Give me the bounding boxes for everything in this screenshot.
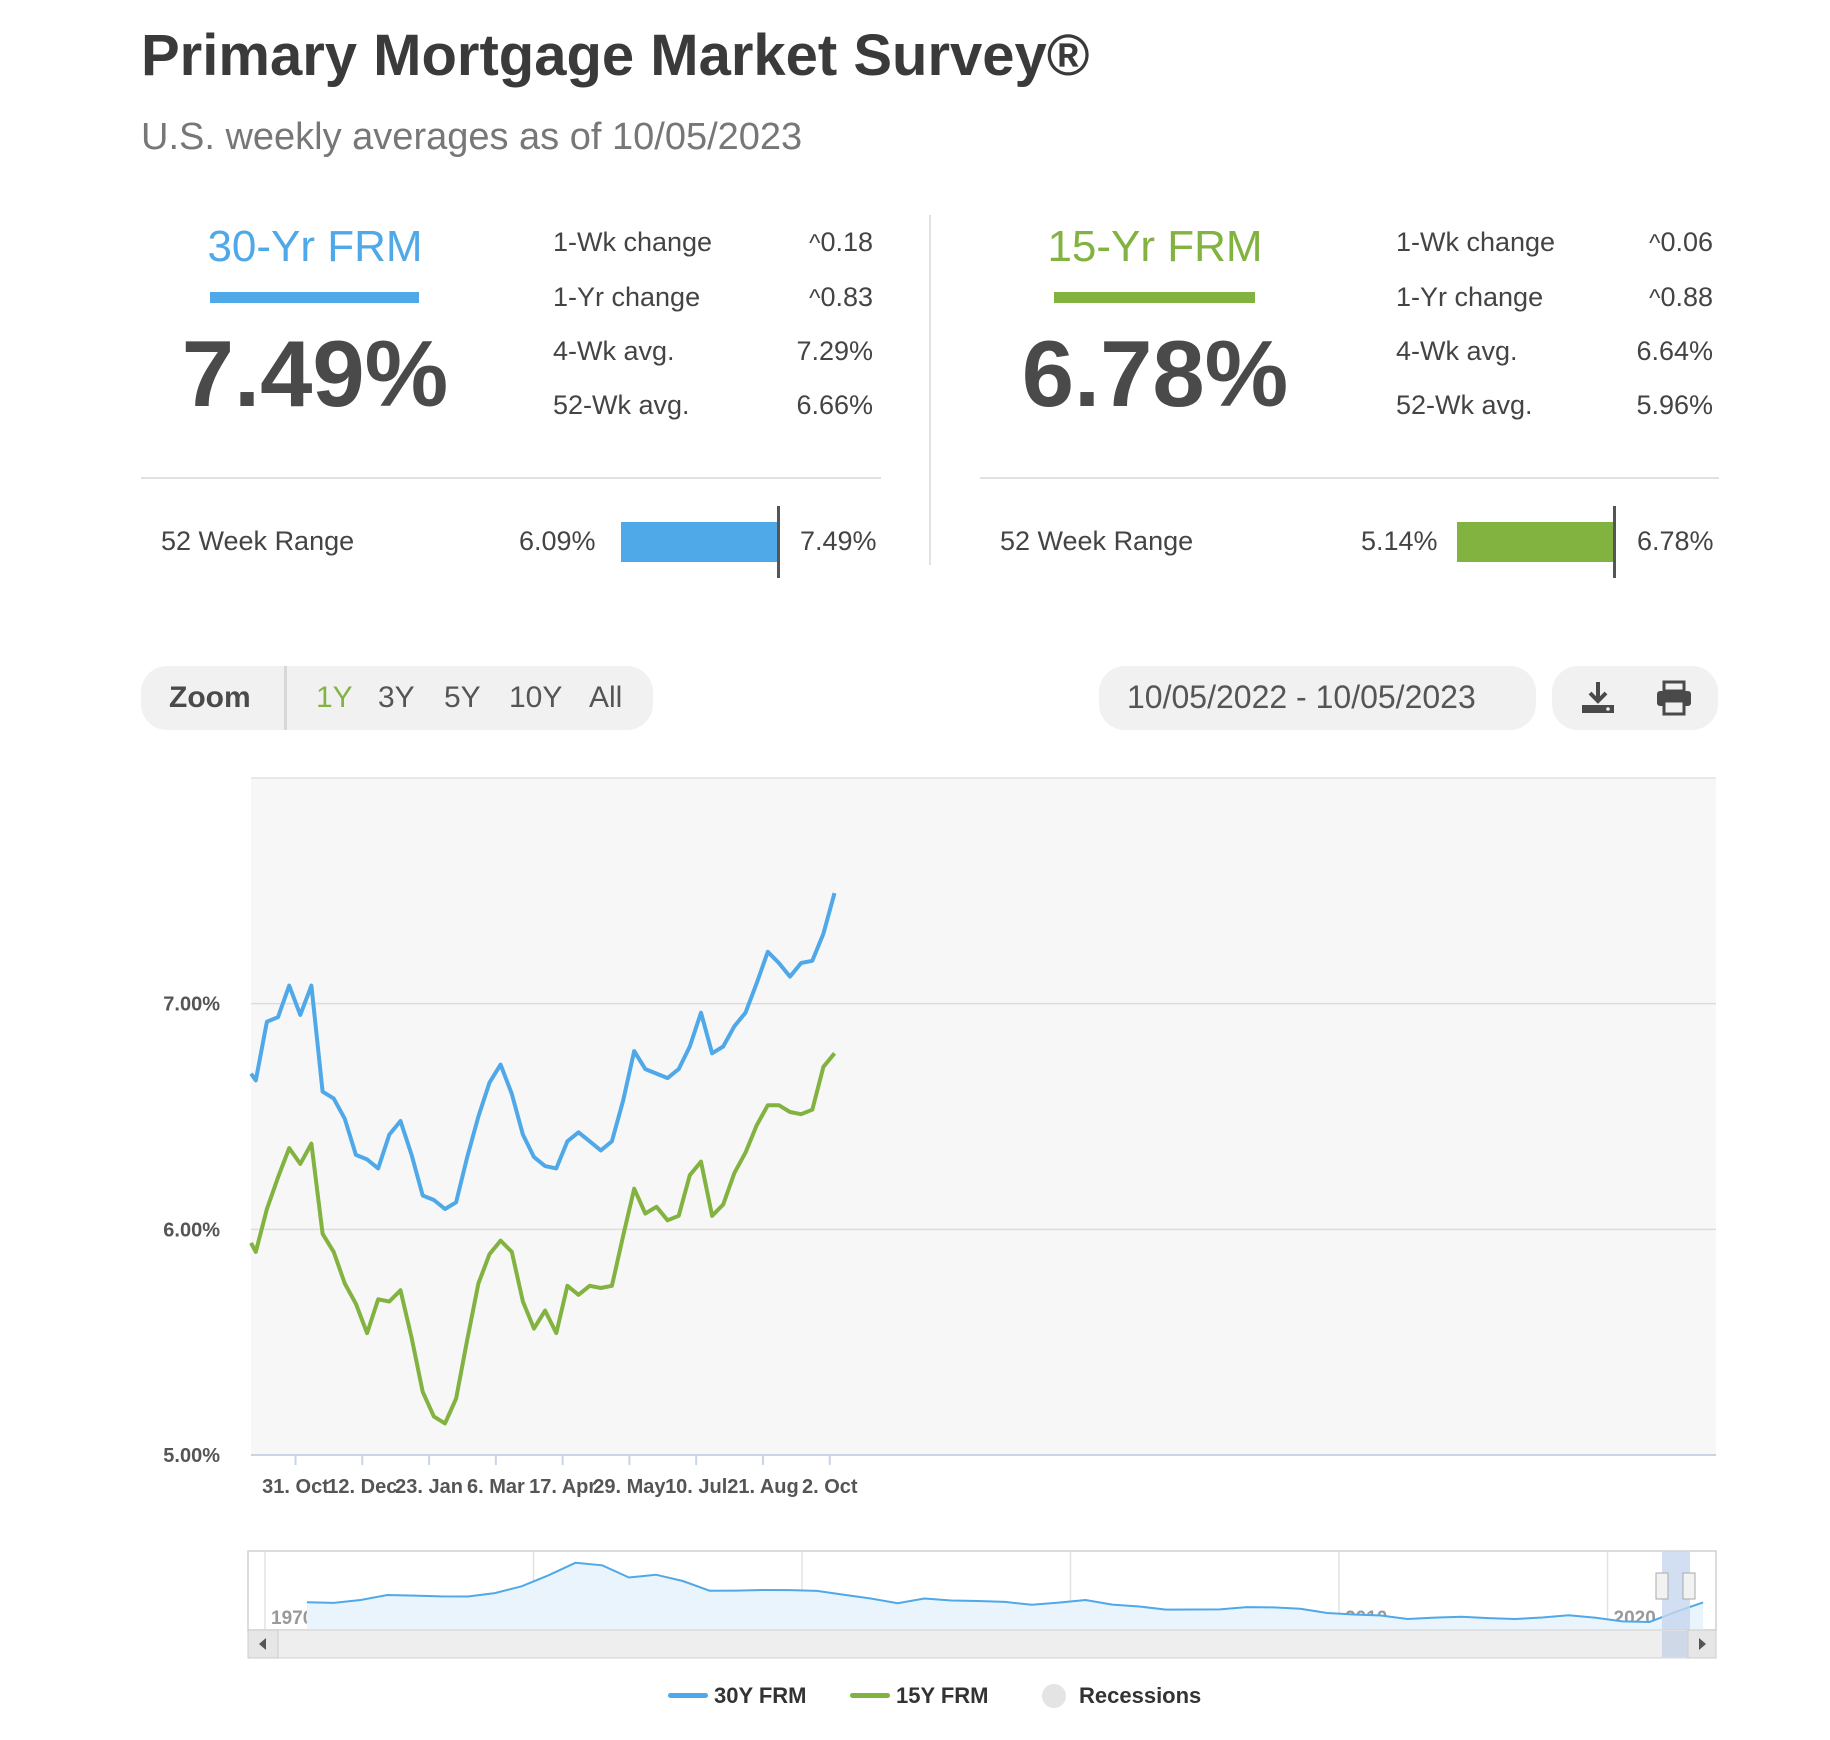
range-label: 52 Week Range bbox=[1000, 526, 1194, 556]
x-tick-label: 2. Oct bbox=[802, 1476, 858, 1498]
plot-background bbox=[251, 778, 1716, 1455]
stat-value: 6.64% bbox=[1636, 336, 1713, 366]
navigator-year-label: 1970 bbox=[271, 1608, 313, 1629]
range-high: 7.49% bbox=[800, 526, 877, 556]
x-tick-label: 17. Apr bbox=[529, 1476, 596, 1498]
range-marker bbox=[1613, 506, 1616, 578]
product-label-15yr[interactable]: 15-Yr FRM bbox=[1047, 222, 1263, 271]
legend-15y-swatch bbox=[850, 1693, 890, 1698]
range-low: 6.09% bbox=[519, 526, 596, 556]
rate-15yr: 6.78% bbox=[1021, 321, 1289, 426]
zoom-5y-button[interactable]: 5Y bbox=[444, 681, 481, 714]
navigator-handle-left bbox=[1655, 1572, 1669, 1600]
stat-value: 7.29% bbox=[796, 336, 873, 366]
x-tick-label: 29. May bbox=[593, 1476, 666, 1498]
scroll-right-button bbox=[1687, 1629, 1717, 1659]
range-label: 52 Week Range bbox=[161, 526, 355, 556]
scrollbar-thumb bbox=[1662, 1631, 1688, 1657]
x-tick-label: 10. Jul bbox=[665, 1476, 727, 1498]
page-subtitle: U.S. weekly averages as of 10/05/2023 bbox=[141, 116, 803, 158]
panel-divider bbox=[929, 215, 931, 565]
series-line-30y bbox=[249, 892, 837, 1211]
stat-value: ^0.18 bbox=[809, 227, 873, 257]
scroll-left-icon bbox=[259, 1638, 266, 1650]
product-underline-15yr bbox=[1054, 292, 1255, 303]
divider bbox=[141, 477, 881, 479]
y-tick-label: 5.00% bbox=[163, 1445, 220, 1467]
x-tick-label: 23. Jan bbox=[395, 1476, 463, 1498]
page-title: Primary Mortgage Market Survey® bbox=[141, 23, 1090, 88]
stat-value: ^0.88 bbox=[1649, 282, 1713, 312]
stat-label: 4-Wk avg. bbox=[1396, 336, 1518, 366]
divider bbox=[980, 477, 1719, 479]
stat-label: 1-Wk change bbox=[553, 227, 713, 257]
y-tick-label: 7.00% bbox=[163, 994, 220, 1016]
date-range-text: 10/05/2022 - 10/05/2023 bbox=[1127, 679, 1476, 715]
product-label-30yr[interactable]: 30-Yr FRM bbox=[207, 222, 423, 271]
stat-label: 1-Yr change bbox=[1396, 282, 1544, 312]
zoom-1y-button[interactable]: 1Y bbox=[316, 681, 353, 714]
range-bar-30yr bbox=[621, 522, 778, 562]
range-high: 6.78% bbox=[1637, 526, 1714, 556]
legend-15y[interactable]: 15Y FRM bbox=[896, 1683, 989, 1708]
y-tick-label: 6.00% bbox=[163, 1219, 220, 1241]
product-underline-30yr bbox=[210, 292, 419, 303]
navigator-area bbox=[306, 1562, 1704, 1630]
scroll-right-icon bbox=[1699, 1638, 1706, 1650]
x-tick-label: 21. Aug bbox=[727, 1476, 799, 1498]
stat-label: 1-Wk change bbox=[1396, 227, 1556, 257]
download-icon[interactable] bbox=[1576, 678, 1620, 718]
up-caret-icon: ^ bbox=[1649, 285, 1661, 312]
stat-value: 5.96% bbox=[1636, 390, 1713, 420]
stat-value: 6.66% bbox=[796, 390, 873, 420]
series-line-15y bbox=[249, 1052, 837, 1426]
zoom-10y-button[interactable]: 10Y bbox=[509, 681, 563, 714]
range-low: 5.14% bbox=[1361, 526, 1438, 556]
legend-30y-swatch bbox=[668, 1693, 708, 1698]
printer-icon[interactable] bbox=[1652, 678, 1696, 718]
stat-value: ^0.06 bbox=[1649, 227, 1713, 257]
stat-label: 4-Wk avg. bbox=[553, 336, 675, 366]
zoom-all-button[interactable]: All bbox=[589, 681, 623, 714]
legend-recessions[interactable]: Recessions bbox=[1079, 1683, 1202, 1708]
scrollbar-track bbox=[247, 1629, 1717, 1659]
up-caret-icon: ^ bbox=[809, 285, 821, 312]
rate-30yr: 7.49% bbox=[181, 321, 449, 426]
range-marker bbox=[777, 506, 780, 578]
zoom-label: Zoom bbox=[169, 681, 251, 714]
navigator-handle-right bbox=[1682, 1572, 1696, 1600]
navigator-series bbox=[306, 1561, 1704, 1624]
x-tick-label: 6. Mar bbox=[467, 1476, 525, 1498]
stat-value: ^0.83 bbox=[809, 282, 873, 312]
legend-recessions-swatch bbox=[1042, 1684, 1066, 1708]
up-caret-icon: ^ bbox=[809, 230, 821, 257]
stat-label: 1-Yr change bbox=[553, 282, 701, 312]
range-bar-15yr bbox=[1457, 522, 1614, 562]
zoom-separator bbox=[284, 666, 287, 730]
zoom-3y-button[interactable]: 3Y bbox=[378, 681, 415, 714]
zoom-group bbox=[141, 666, 653, 730]
x-tick-label: 12. Dec bbox=[327, 1476, 397, 1498]
stat-label: 52-Wk avg. bbox=[553, 390, 690, 420]
x-tick-label: 31. Oct bbox=[262, 1476, 329, 1498]
stat-label: 52-Wk avg. bbox=[1396, 390, 1533, 420]
date-range-field[interactable] bbox=[1099, 666, 1536, 730]
legend-30y[interactable]: 30Y FRM bbox=[714, 1683, 807, 1708]
up-caret-icon: ^ bbox=[1649, 230, 1661, 257]
